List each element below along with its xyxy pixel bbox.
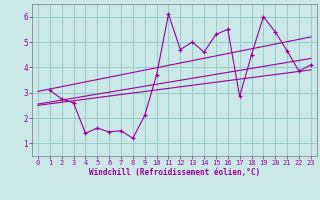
X-axis label: Windchill (Refroidissement éolien,°C): Windchill (Refroidissement éolien,°C)	[89, 168, 260, 177]
